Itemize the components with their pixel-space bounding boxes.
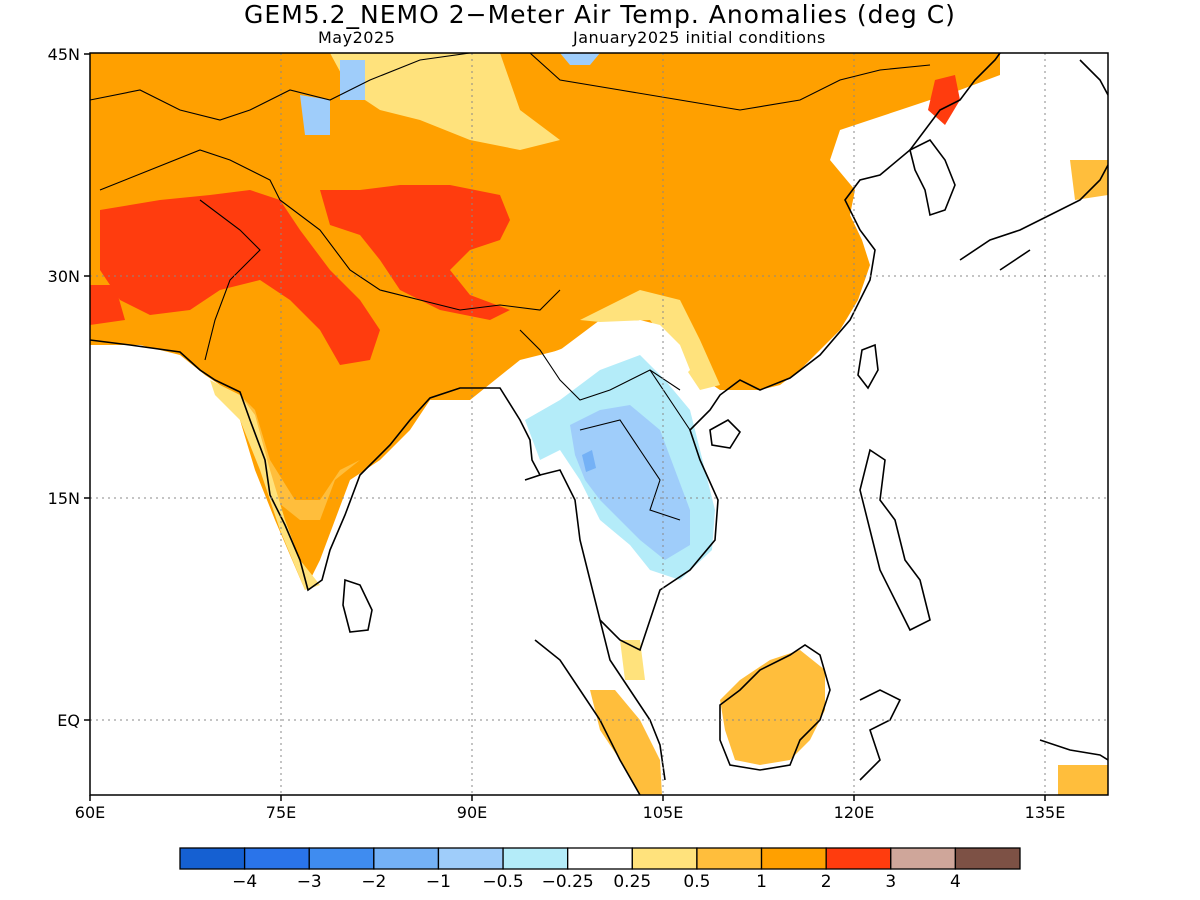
colorbar-swatch: [760, 847, 827, 870]
anomaly-region-red-korea: [928, 75, 960, 125]
colorbar-tick-label: −2: [361, 872, 387, 892]
colorbar-swatch: [631, 847, 698, 870]
colorbar-tick-label: −3: [296, 872, 322, 892]
colorbar-swatch: [373, 847, 440, 870]
coast-newguinea: [1039, 739, 1108, 761]
anomaly-region-red-tibet: [320, 185, 510, 320]
anomaly-region-japan: [1070, 160, 1108, 200]
colorbar-tick-label: −0.25: [541, 872, 594, 892]
lon-label-135e: 135E: [1024, 803, 1066, 822]
map-frame: [89, 52, 1109, 796]
anomaly-region-borneo: [720, 650, 825, 765]
anomaly-field: [90, 53, 1108, 795]
colorbar-tick-label: −4: [232, 872, 258, 892]
anomaly-region-red-pakistan-india: [100, 190, 380, 365]
coastlines: [90, 53, 1108, 795]
border-afghanistan: [99, 149, 281, 201]
colorbar-tick-label: 0.5: [683, 872, 711, 892]
border-thailand: [579, 419, 681, 521]
gridlines: [90, 53, 1108, 795]
anomaly-region-red-west: [90, 285, 125, 325]
axis-ticks: [84, 53, 1046, 801]
country-borders: [90, 53, 931, 521]
forecast-month: May2025: [318, 28, 396, 47]
colorbar-swatch: [437, 847, 504, 870]
initial-conditions: January2025 initial conditions: [573, 28, 826, 47]
anomaly-region-sumatra: [590, 690, 662, 795]
coast-malaysia: [599, 619, 666, 781]
colorbar-tick-label: −1: [425, 872, 451, 892]
coast-borneo: [719, 644, 831, 771]
lat-label-30n: 30N: [47, 267, 80, 286]
border-pakistan-india: [199, 199, 261, 361]
colorbar-tick-label: 1: [756, 872, 767, 892]
colorbar-swatch: [825, 847, 892, 870]
border-central-asia: [90, 53, 471, 121]
anomaly-region-lightorange-india: [240, 395, 360, 520]
anomaly-region-newguinea: [1058, 765, 1108, 795]
colorbar-swatch: [696, 847, 763, 870]
anomaly-region-yellow-sw: [210, 380, 320, 590]
coast-japan: [959, 59, 1108, 271]
colorbar-tick-label: 2: [820, 872, 832, 892]
lat-label-eq: EQ: [57, 711, 80, 730]
colorbar-tick-label: −0.5: [482, 872, 524, 892]
coast-srilanka: [342, 578, 373, 633]
colorbar-swatch: [567, 847, 633, 870]
colorbar-tick-label: 4: [949, 872, 961, 892]
colorbar-swatch: [954, 847, 1021, 870]
colorbar-swatch: [243, 847, 310, 870]
border-vietnam: [649, 369, 691, 431]
coast-korea: [909, 138, 956, 217]
lat-label-15n: 15N: [47, 489, 80, 508]
colorbar-swatch: [179, 847, 246, 870]
coast-taiwan: [857, 343, 879, 390]
coast-hainan: [709, 419, 742, 449]
colorbar-swatch: [308, 847, 375, 870]
chart-title: GEM5.2_NEMO 2−Meter Air Temp. Anomalies …: [244, 0, 956, 29]
coast-india: [90, 339, 542, 592]
anomaly-region-yellow-north: [330, 53, 560, 150]
lon-label-60e: 60E: [74, 803, 106, 822]
anomaly-region-blue-north: [300, 53, 600, 135]
anomaly-region-blue-core: [582, 450, 596, 472]
lon-label-75e: 75E: [265, 803, 297, 822]
lon-label-105e: 105E: [642, 803, 684, 822]
coast-sumatra: [534, 639, 641, 795]
anomaly-region-blue-thailand: [570, 405, 690, 560]
border-mongolia: [529, 53, 931, 111]
border-himalaya: [279, 199, 561, 311]
colorbar: [179, 847, 1021, 870]
anomaly-region-orange: [90, 53, 1000, 590]
coast-philippines: [859, 448, 931, 632]
colorbar-tick-label: 3: [885, 872, 897, 892]
lon-label-120e: 120E: [833, 803, 875, 822]
coast-indochina: [539, 53, 1001, 652]
colorbar-swatch: [890, 847, 957, 870]
colorbar-tick-label: 0.25: [613, 872, 652, 892]
lon-label-90e: 90E: [456, 803, 488, 822]
lat-label-45n: 45N: [47, 45, 80, 64]
colorbar-swatch: [502, 847, 569, 870]
